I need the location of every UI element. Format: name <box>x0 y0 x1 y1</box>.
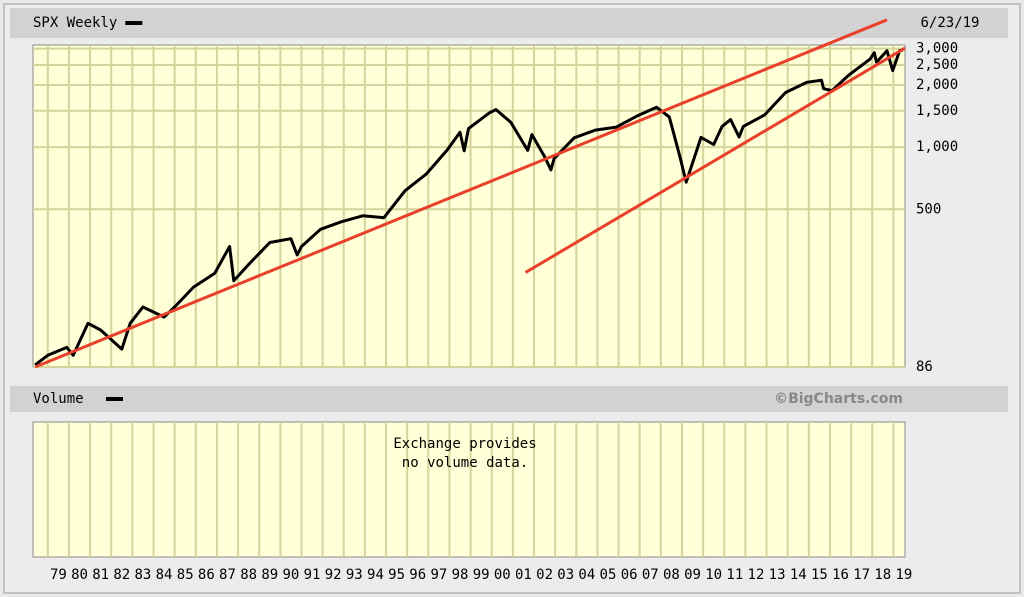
volume-area <box>32 421 906 558</box>
x-tick-label: 97 <box>430 567 447 583</box>
x-tick-label: 14 <box>790 567 807 583</box>
x-tick-label: 91 <box>304 567 321 583</box>
x-tick-label: 94 <box>367 567 384 583</box>
x-tick-label: 99 <box>473 567 490 583</box>
x-tick-label: 06 <box>621 567 638 583</box>
x-tick-label: 87 <box>219 567 236 583</box>
y-tick-label: 2,000 <box>916 77 958 93</box>
y-tick-label: 2,500 <box>916 57 958 73</box>
trend-line <box>34 18 888 369</box>
source: ©BigCharts.com <box>774 391 903 407</box>
x-tick-label: 11 <box>726 567 743 583</box>
x-tick-label: 08 <box>663 567 680 583</box>
x-tick-label: 18 <box>874 567 891 583</box>
x-tick-label: 03 <box>557 567 574 583</box>
x-tick-label: 86 <box>198 567 215 583</box>
x-tick-label: 85 <box>177 567 194 583</box>
x-tick-label: 79 <box>50 567 67 583</box>
chart-title: SPX Weekly <box>33 15 117 31</box>
price-line <box>34 48 904 367</box>
x-tick-label: 16 <box>832 567 849 583</box>
x-tick-label: 19 <box>896 567 913 583</box>
x-tick-label: 07 <box>642 567 659 583</box>
volume-message: Exchange provides <box>393 436 536 452</box>
y-tick-label: 86 <box>916 359 933 375</box>
x-tick-label: 10 <box>705 567 722 583</box>
x-tick-label: 00 <box>494 567 511 583</box>
x-tick-label: 15 <box>811 567 828 583</box>
x-tick-label: 01 <box>515 567 532 583</box>
y-tick-label: 1,500 <box>916 103 958 119</box>
x-tick-label: 04 <box>578 567 595 583</box>
x-tick-label: 92 <box>325 567 342 583</box>
y-tick-label: 1,000 <box>916 139 958 155</box>
x-tick-label: 12 <box>748 567 765 583</box>
trend-line <box>524 46 906 274</box>
y-tick-label: 500 <box>916 201 941 217</box>
plot-area <box>32 44 906 368</box>
x-tick-label: 82 <box>113 567 130 583</box>
x-tick-label: 83 <box>134 567 151 583</box>
header-bar <box>10 8 1008 38</box>
x-tick-label: 02 <box>536 567 553 583</box>
x-tick-label: 17 <box>853 567 870 583</box>
x-tick-label: 84 <box>156 567 173 583</box>
x-tick-label: 09 <box>684 567 701 583</box>
x-tick-label: 13 <box>769 567 786 583</box>
x-tick-label: 89 <box>261 567 278 583</box>
legend-swatch <box>125 21 143 25</box>
y-tick-label: 3,000 <box>916 41 958 57</box>
x-tick-label: 96 <box>409 567 426 583</box>
x-tick-label: 80 <box>71 567 88 583</box>
volume-bar <box>10 386 1008 412</box>
date-label: 6/23/19 <box>920 15 979 31</box>
volume-swatch <box>106 397 123 401</box>
x-tick-label: 88 <box>240 567 257 583</box>
x-tick-label: 05 <box>600 567 617 583</box>
volume-message: no volume data. <box>402 455 528 471</box>
x-tick-label: 95 <box>388 567 405 583</box>
volume-label: Volume <box>33 391 84 407</box>
x-tick-label: 81 <box>92 567 109 583</box>
x-tick-label: 98 <box>452 567 469 583</box>
x-tick-label: 90 <box>282 567 299 583</box>
x-tick-label: 93 <box>346 567 363 583</box>
